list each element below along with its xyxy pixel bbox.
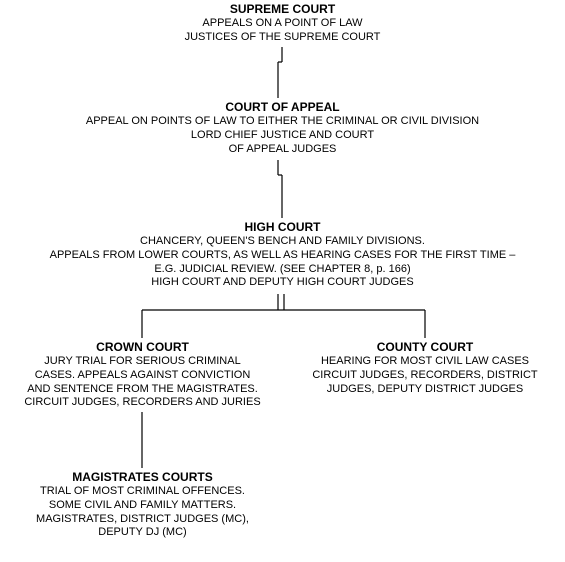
court-title-supreme: SUPREME COURT [90,2,475,17]
court-title-county: COUNTY COURT [285,340,565,355]
court-desc-line: TRIAL OF MOST CRIMINAL OFFENCES. [5,485,280,499]
court-desc-line: HEARING FOR MOST CIVIL LAW CASES [285,355,565,369]
court-desc-line: OF APPEAL JUDGES [40,143,525,157]
court-title-crown: CROWN COURT [0,340,285,355]
court-desc-line: APPEALS ON A POINT OF LAW [90,17,475,31]
court-node-magistrates: MAGISTRATES COURTSTRIAL OF MOST CRIMINAL… [5,470,280,540]
court-title-magistrates: MAGISTRATES COURTS [5,470,280,485]
court-desc-line: E.G. JUDICIAL REVIEW. (SEE CHAPTER 8, p.… [0,263,565,277]
court-desc-line: DEPUTY DJ (MC) [5,526,280,540]
court-node-supreme: SUPREME COURTAPPEALS ON A POINT OF LAWJU… [90,2,475,45]
court-desc-line: SOME CIVIL AND FAMILY MATTERS. [5,499,280,513]
court-desc-line: LORD CHIEF JUSTICE AND COURT [40,129,525,143]
court-node-appeal: COURT OF APPEALAPPEAL ON POINTS OF LAW T… [40,100,525,156]
court-desc-line: JUDGES, DEPUTY DISTRICT JUDGES [285,383,565,397]
court-node-high: HIGH COURTCHANCERY, QUEEN'S BENCH AND FA… [0,220,565,290]
court-desc-line: CIRCUIT JUDGES, RECORDERS AND JURIES [0,396,285,410]
court-desc-line: CASES. APPEALS AGAINST CONVICTION [0,369,285,383]
court-desc-line: CHANCERY, QUEEN'S BENCH AND FAMILY DIVIS… [0,235,565,249]
court-title-high: HIGH COURT [0,220,565,235]
court-node-crown: CROWN COURTJURY TRIAL FOR SERIOUS CRIMIN… [0,340,285,410]
court-desc-line: HIGH COURT AND DEPUTY HIGH COURT JUDGES [0,276,565,290]
court-desc-line: CIRCUIT JUDGES, RECORDERS, DISTRICT [285,369,565,383]
court-desc-line: JUSTICES OF THE SUPREME COURT [90,31,475,45]
court-desc-line: APPEALS FROM LOWER COURTS, AS WELL AS HE… [0,249,565,263]
court-desc-line: MAGISTRATES, DISTRICT JUDGES (MC), [5,513,280,527]
court-desc-line: AND SENTENCE FROM THE MAGISTRATES. [0,383,285,397]
court-title-appeal: COURT OF APPEAL [40,100,525,115]
court-desc-line: JURY TRIAL FOR SERIOUS CRIMINAL [0,355,285,369]
court-desc-line: APPEAL ON POINTS OF LAW TO EITHER THE CR… [40,115,525,129]
court-node-county: COUNTY COURTHEARING FOR MOST CIVIL LAW C… [285,340,565,396]
